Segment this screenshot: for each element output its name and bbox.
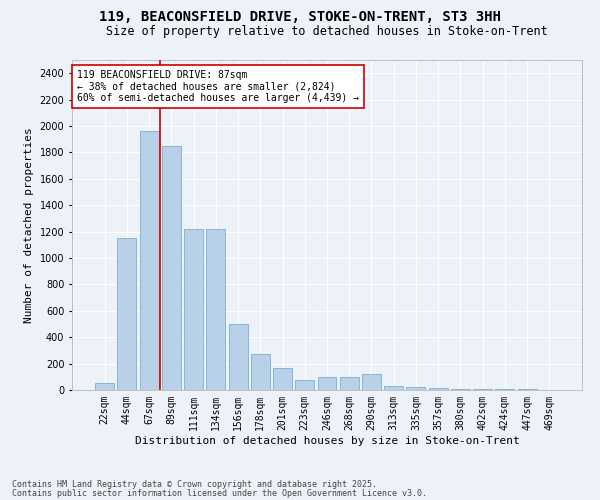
Bar [162,146,181,390]
Bar [317,377,337,390]
X-axis label: Distribution of detached houses by size in Stoke-on-Trent: Distribution of detached houses by size … [134,436,520,446]
Bar [406,388,425,390]
Title: Size of property relative to detached houses in Stoke-on-Trent: Size of property relative to detached ho… [106,25,548,38]
Bar [229,324,248,390]
Bar [206,229,225,390]
Bar [273,368,292,390]
Text: Contains public sector information licensed under the Open Government Licence v3: Contains public sector information licen… [12,488,427,498]
Bar [140,132,158,390]
Bar [251,354,270,390]
Bar [384,386,403,390]
Bar [118,238,136,390]
Bar [429,388,448,390]
Bar [362,374,381,390]
Bar [95,384,114,390]
Text: Contains HM Land Registry data © Crown copyright and database right 2025.: Contains HM Land Registry data © Crown c… [12,480,377,489]
Y-axis label: Number of detached properties: Number of detached properties [24,127,34,323]
Text: 119, BEACONSFIELD DRIVE, STOKE-ON-TRENT, ST3 3HH: 119, BEACONSFIELD DRIVE, STOKE-ON-TRENT,… [99,10,501,24]
Text: 119 BEACONSFIELD DRIVE: 87sqm
← 38% of detached houses are smaller (2,824)
60% o: 119 BEACONSFIELD DRIVE: 87sqm ← 38% of d… [77,70,359,103]
Bar [184,229,203,390]
Bar [295,380,314,390]
Bar [340,377,359,390]
Bar [451,389,470,390]
